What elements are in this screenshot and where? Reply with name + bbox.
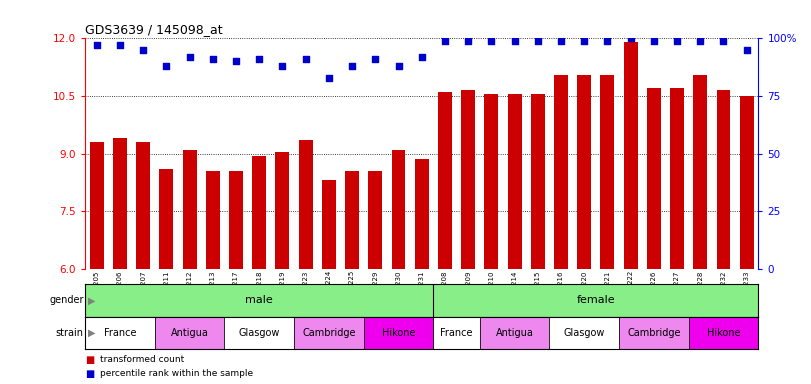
Point bbox=[485, 38, 498, 44]
Bar bbox=[294, 317, 363, 349]
Bar bbox=[363, 317, 433, 349]
Bar bbox=[85, 317, 155, 349]
Point bbox=[323, 74, 336, 81]
Bar bbox=[740, 96, 753, 269]
Point bbox=[253, 56, 266, 62]
Bar bbox=[225, 317, 294, 349]
Point bbox=[508, 38, 521, 44]
Text: Cambridge: Cambridge bbox=[303, 328, 356, 338]
Point bbox=[369, 56, 382, 62]
Bar bbox=[182, 150, 196, 269]
Point bbox=[392, 63, 405, 69]
Text: gender: gender bbox=[49, 295, 84, 306]
Bar bbox=[480, 317, 549, 349]
Bar bbox=[155, 317, 225, 349]
Point bbox=[647, 38, 660, 44]
Point bbox=[740, 47, 753, 53]
Point bbox=[461, 38, 474, 44]
Bar bbox=[252, 156, 266, 269]
Bar bbox=[693, 75, 707, 269]
Text: GDS3639 / 145098_at: GDS3639 / 145098_at bbox=[85, 23, 223, 36]
Bar bbox=[276, 152, 290, 269]
Point bbox=[439, 38, 452, 44]
Bar bbox=[392, 150, 406, 269]
Point bbox=[299, 56, 312, 62]
Bar bbox=[549, 317, 619, 349]
Bar bbox=[647, 88, 661, 269]
Bar bbox=[531, 94, 545, 269]
Bar bbox=[670, 88, 684, 269]
Text: strain: strain bbox=[55, 328, 84, 338]
Bar bbox=[508, 94, 521, 269]
Bar bbox=[554, 75, 568, 269]
Point bbox=[531, 38, 544, 44]
Point bbox=[276, 63, 289, 69]
Text: ■: ■ bbox=[85, 369, 94, 379]
Bar bbox=[206, 171, 220, 269]
Text: ▶: ▶ bbox=[88, 328, 96, 338]
Bar bbox=[600, 75, 615, 269]
Point bbox=[717, 38, 730, 44]
Point bbox=[183, 54, 196, 60]
Text: Antigua: Antigua bbox=[496, 328, 534, 338]
Point bbox=[90, 42, 103, 48]
Point bbox=[415, 54, 428, 60]
Bar bbox=[438, 92, 452, 269]
Point bbox=[601, 38, 614, 44]
Text: Glasgow: Glasgow bbox=[238, 328, 280, 338]
Text: ■: ■ bbox=[85, 355, 94, 365]
Bar bbox=[484, 94, 498, 269]
Point bbox=[345, 63, 358, 69]
Text: transformed count: transformed count bbox=[100, 355, 184, 364]
Text: Glasgow: Glasgow bbox=[564, 328, 605, 338]
Point bbox=[137, 47, 150, 53]
Bar bbox=[689, 317, 758, 349]
Bar bbox=[433, 317, 480, 349]
Point bbox=[624, 35, 637, 41]
Bar bbox=[619, 317, 689, 349]
Point bbox=[577, 38, 590, 44]
Bar bbox=[322, 180, 336, 269]
Bar bbox=[624, 42, 637, 269]
Bar bbox=[577, 75, 591, 269]
Bar bbox=[90, 142, 104, 269]
Bar bbox=[113, 138, 127, 269]
Bar bbox=[368, 171, 382, 269]
Bar bbox=[414, 159, 429, 269]
Point bbox=[230, 58, 242, 65]
Text: ▶: ▶ bbox=[88, 295, 96, 306]
Point bbox=[671, 38, 684, 44]
Text: France: France bbox=[104, 328, 136, 338]
Bar bbox=[136, 142, 150, 269]
Bar bbox=[298, 140, 312, 269]
Text: Hikone: Hikone bbox=[382, 328, 415, 338]
Text: percentile rank within the sample: percentile rank within the sample bbox=[100, 369, 253, 377]
Point bbox=[206, 56, 219, 62]
Bar bbox=[716, 90, 731, 269]
Text: female: female bbox=[577, 295, 615, 306]
Text: France: France bbox=[440, 328, 473, 338]
Text: Hikone: Hikone bbox=[706, 328, 740, 338]
Point bbox=[693, 38, 706, 44]
Point bbox=[160, 63, 173, 69]
Text: male: male bbox=[246, 295, 273, 306]
Point bbox=[555, 38, 568, 44]
Bar bbox=[229, 171, 243, 269]
Bar bbox=[160, 169, 174, 269]
Bar bbox=[345, 171, 359, 269]
Bar bbox=[461, 90, 475, 269]
Text: Cambridge: Cambridge bbox=[627, 328, 680, 338]
Text: Antigua: Antigua bbox=[170, 328, 208, 338]
Point bbox=[114, 42, 127, 48]
